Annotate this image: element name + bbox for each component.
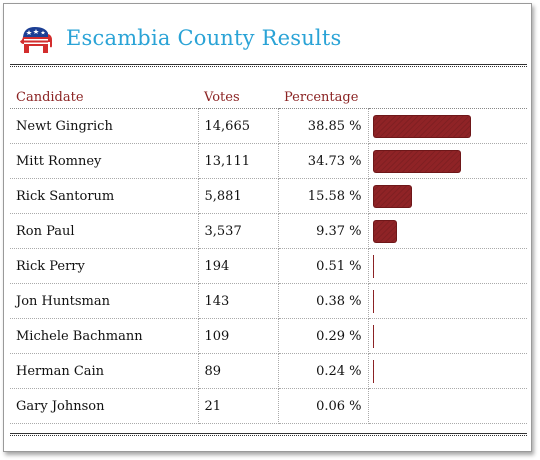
republican-elephant-icon xyxy=(20,27,52,53)
results-body: Newt Gingrich 14,665 38.85 % Mitt Romney 13,… xyxy=(10,108,527,424)
bar-cell xyxy=(368,388,527,424)
results-panel: Escambia County Results Candidate Votes … xyxy=(3,3,532,452)
header-divider xyxy=(10,64,527,67)
table-row: Rick Perry 194 0.51 % xyxy=(10,248,527,284)
candidate-name: Herman Cain xyxy=(10,353,199,389)
page-title: Escambia County Results xyxy=(66,26,342,50)
table-row: Ron Paul 3,537 9.37 % xyxy=(10,213,527,249)
bar-cell xyxy=(368,178,527,214)
column-header-votes: Votes xyxy=(198,86,278,109)
candidate-name: Ron Paul xyxy=(10,213,199,249)
bar-cell xyxy=(368,248,527,284)
vote-percentage: 15.58 % xyxy=(278,178,369,214)
candidate-name: Gary Johnson xyxy=(10,388,199,424)
bar-cell xyxy=(368,213,527,249)
candidate-name: Newt Gingrich xyxy=(10,108,199,144)
candidate-name: Mitt Romney xyxy=(10,143,199,179)
vote-count: 109 xyxy=(198,318,279,354)
vote-percentage: 0.29 % xyxy=(278,318,369,354)
table-row: Herman Cain 89 0.24 % xyxy=(10,353,527,389)
column-header-bar xyxy=(368,86,527,109)
vote-count: 21 xyxy=(198,388,279,424)
percentage-bar xyxy=(372,359,374,383)
vote-count: 13,111 xyxy=(198,143,279,179)
candidate-name: Michele Bachmann xyxy=(10,318,199,354)
candidate-name: Jon Huntsman xyxy=(10,283,199,319)
results-header: Escambia County Results xyxy=(4,4,531,66)
vote-percentage: 38.85 % xyxy=(278,108,369,144)
table-header-row: Candidate Votes Percentage xyxy=(10,86,527,109)
bar-cell xyxy=(368,318,527,354)
bar-cell xyxy=(368,283,527,319)
vote-percentage: 0.06 % xyxy=(278,388,369,424)
table-row: Michele Bachmann 109 0.29 % xyxy=(10,318,527,354)
percentage-bar xyxy=(372,184,412,208)
vote-percentage: 9.37 % xyxy=(278,213,369,249)
vote-count: 194 xyxy=(198,248,279,284)
table-row: Mitt Romney 13,111 34.73 % xyxy=(10,143,527,179)
bar-cell xyxy=(368,108,527,144)
percentage-bar xyxy=(372,254,374,278)
footer-divider xyxy=(10,433,527,436)
vote-percentage: 0.38 % xyxy=(278,283,369,319)
vote-count: 3,537 xyxy=(198,213,279,249)
vote-count: 14,665 xyxy=(198,108,279,144)
table-row: Newt Gingrich 14,665 38.85 % xyxy=(10,108,527,144)
percentage-bar xyxy=(372,324,374,348)
table-row: Jon Huntsman 143 0.38 % xyxy=(10,283,527,319)
bar-cell xyxy=(368,143,527,179)
vote-count: 5,881 xyxy=(198,178,279,214)
candidate-name: Rick Perry xyxy=(10,248,199,284)
percentage-bar xyxy=(372,289,374,313)
table-row: Gary Johnson 21 0.06 % xyxy=(10,388,527,424)
bar-cell xyxy=(368,353,527,389)
results-table: Candidate Votes Percentage Newt Gingrich… xyxy=(10,86,527,424)
table-row: Rick Santorum 5,881 15.58 % xyxy=(10,178,527,214)
vote-count: 143 xyxy=(198,283,279,319)
vote-count: 89 xyxy=(198,353,279,389)
column-header-candidate: Candidate xyxy=(10,86,198,109)
percentage-bar xyxy=(372,219,397,243)
vote-percentage: 34.73 % xyxy=(278,143,369,179)
column-header-percentage: Percentage xyxy=(278,86,368,109)
candidate-name: Rick Santorum xyxy=(10,178,199,214)
percentage-bar xyxy=(372,149,461,173)
vote-percentage: 0.24 % xyxy=(278,353,369,389)
percentage-bar xyxy=(372,114,471,138)
vote-percentage: 0.51 % xyxy=(278,248,369,284)
